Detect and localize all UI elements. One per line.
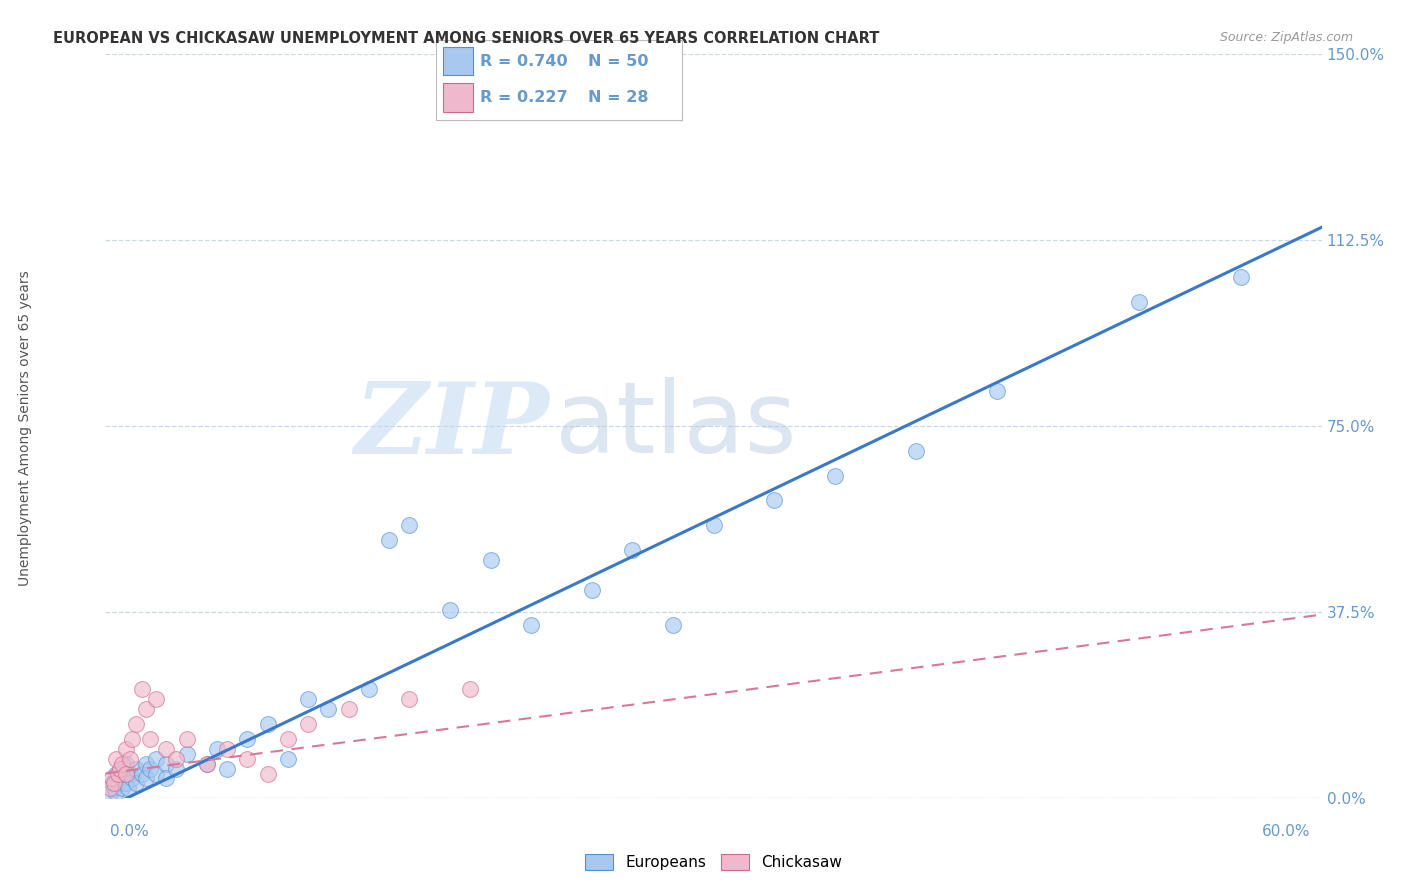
Point: [256, 766, 278, 780]
Point: [165, 762, 187, 776]
Text: R = 0.740: R = 0.740: [481, 54, 568, 69]
Point: [135, 756, 157, 771]
Point: [986, 384, 1008, 399]
Point: [117, 781, 139, 796]
Text: 0.0%: 0.0%: [110, 824, 149, 838]
Point: [107, 776, 129, 790]
Text: 60.0%: 60.0%: [1263, 824, 1310, 838]
Point: [581, 582, 603, 597]
Point: [114, 741, 136, 756]
Text: EUROPEAN VS CHICKASAW UNEMPLOYMENT AMONG SENIORS OVER 65 YEARS CORRELATION CHART: EUROPEAN VS CHICKASAW UNEMPLOYMENT AMONG…: [53, 31, 880, 46]
Point: [135, 702, 157, 716]
Point: [479, 553, 502, 567]
Point: [439, 602, 461, 616]
Point: [398, 692, 420, 706]
Point: [702, 518, 725, 533]
Point: [763, 493, 786, 508]
Point: [108, 772, 131, 786]
Point: [118, 766, 141, 780]
Point: [125, 762, 148, 776]
Point: [131, 682, 153, 697]
Point: [145, 751, 167, 765]
Point: [121, 772, 143, 786]
Text: ZIP: ZIP: [354, 377, 550, 475]
Text: N = 28: N = 28: [588, 90, 650, 105]
Point: [100, 776, 122, 790]
Point: [131, 766, 153, 780]
Point: [217, 741, 239, 756]
Point: [176, 747, 198, 761]
Point: [297, 692, 319, 706]
Point: [195, 756, 218, 771]
Point: [111, 781, 134, 796]
Point: [520, 617, 543, 632]
Point: [103, 781, 125, 796]
Point: [205, 741, 228, 756]
Point: [398, 518, 420, 533]
Point: [256, 717, 278, 731]
Point: [100, 772, 122, 786]
Point: [662, 617, 685, 632]
Point: [112, 762, 135, 776]
Point: [98, 781, 121, 796]
Point: [155, 772, 177, 786]
Point: [118, 751, 141, 765]
Point: [125, 717, 148, 731]
Point: [104, 766, 127, 780]
Point: [217, 762, 239, 776]
Point: [104, 751, 127, 765]
Point: [621, 543, 644, 558]
Point: [111, 756, 134, 771]
Text: Source: ZipAtlas.com: Source: ZipAtlas.com: [1219, 31, 1353, 45]
Point: [125, 776, 148, 790]
Point: [139, 731, 162, 746]
Point: [337, 702, 360, 716]
Point: [1229, 269, 1251, 284]
Text: Unemployment Among Seniors over 65 years: Unemployment Among Seniors over 65 years: [18, 270, 32, 586]
Point: [378, 533, 401, 548]
Point: [318, 702, 340, 716]
Point: [824, 468, 846, 483]
Point: [103, 776, 125, 790]
Point: [114, 776, 136, 790]
Point: [135, 772, 157, 786]
Point: [277, 751, 299, 765]
Point: [195, 756, 218, 771]
Point: [165, 751, 187, 765]
Point: [121, 731, 143, 746]
Text: N = 50: N = 50: [588, 54, 650, 69]
Point: [114, 756, 136, 771]
Point: [458, 682, 481, 697]
Point: [297, 717, 319, 731]
Legend: Europeans, Chickasaw: Europeans, Chickasaw: [579, 848, 848, 876]
Point: [108, 762, 131, 776]
Point: [236, 731, 259, 746]
Point: [145, 766, 167, 780]
FancyBboxPatch shape: [443, 46, 472, 76]
Point: [98, 786, 121, 800]
Point: [236, 751, 259, 765]
FancyBboxPatch shape: [443, 84, 472, 112]
Point: [114, 766, 136, 780]
Point: [277, 731, 299, 746]
Point: [145, 692, 167, 706]
Point: [155, 756, 177, 771]
Point: [139, 762, 162, 776]
Point: [1128, 294, 1150, 309]
Point: [107, 766, 129, 780]
Point: [155, 741, 177, 756]
Text: R = 0.227: R = 0.227: [481, 90, 568, 105]
Text: atlas: atlas: [555, 377, 797, 475]
Point: [176, 731, 198, 746]
Point: [905, 443, 928, 458]
Point: [357, 682, 380, 697]
Point: [104, 786, 127, 800]
